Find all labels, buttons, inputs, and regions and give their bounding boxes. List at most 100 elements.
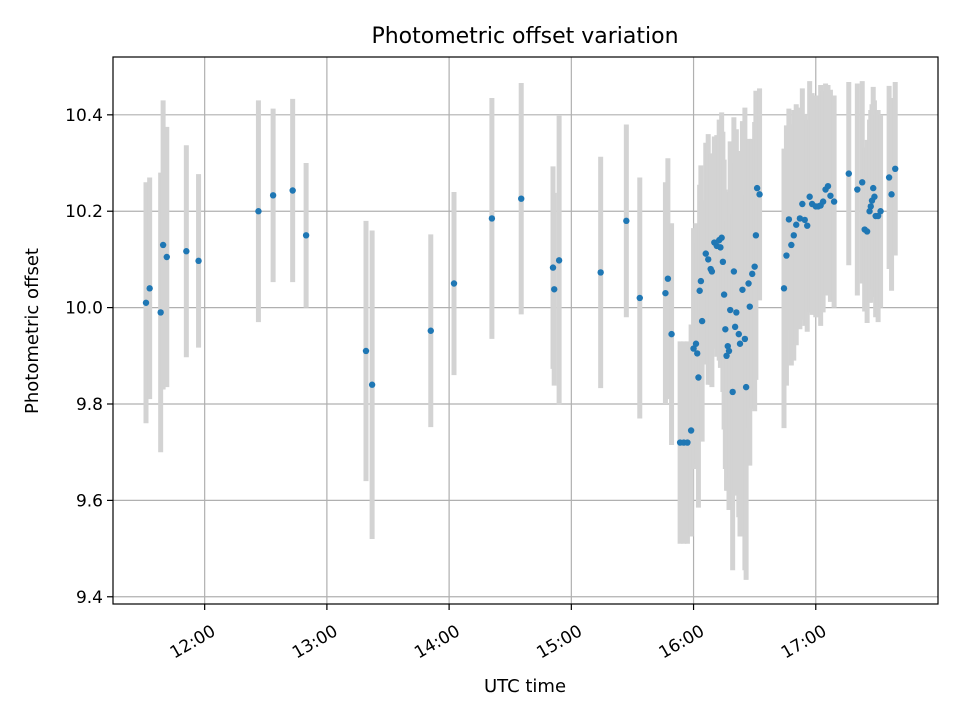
data-point [705,256,712,263]
data-point [867,203,874,210]
data-point [696,287,703,294]
data-point [845,170,852,177]
data-point [725,347,733,355]
data-point [302,232,310,239]
data-point [668,330,675,338]
data-point [146,285,153,292]
data-point [719,258,727,266]
data-point [735,330,742,338]
data-point [804,222,811,229]
data-point [756,191,763,198]
data-point [806,193,813,200]
data-point [427,327,434,334]
data-point [819,198,827,205]
data-point [289,187,296,194]
data-point [159,241,167,249]
data-point [749,270,756,278]
data-point [720,291,728,298]
data-point [742,383,750,391]
data-point [549,264,557,271]
y-axis-label: Photometric offset [22,248,43,414]
data-point [736,340,744,347]
data-point [255,208,262,215]
y-tick-label: 9.4 [76,588,103,608]
data-point [888,191,895,198]
data-point [697,277,705,285]
data-point [694,350,701,357]
data-point [729,388,736,396]
data-point [727,306,734,314]
data-point [753,184,761,192]
data-point [871,193,878,200]
y-tick-label: 9.6 [76,491,103,511]
y-tick-label: 9.8 [76,395,103,415]
data-point [870,184,877,192]
data-points [142,165,899,446]
data-point [664,275,672,282]
data-point [551,286,558,293]
data-point [717,244,724,251]
y-axis-ticks: 9.4 9.6 9.8 10.0 10.2 10.4 [65,106,113,608]
data-point [662,289,669,297]
data-point [636,294,643,302]
data-point [745,280,752,287]
data-point [687,427,695,434]
data-point [827,192,834,199]
data-point [796,215,804,222]
data-point [163,253,170,261]
data-point [830,198,838,205]
data-point [731,323,739,331]
data-point [854,186,861,193]
chart-title: Photometric offset variation [371,24,678,49]
data-point [733,309,740,316]
data-point [788,241,795,249]
data-point [866,208,873,215]
data-point [518,195,525,202]
data-point [863,228,871,235]
data-point [785,216,793,223]
data-point [801,216,808,224]
data-point [790,232,797,239]
data-point [555,257,563,264]
data-point [793,221,800,228]
data-point [142,299,150,306]
data-point [874,212,882,220]
data-point [780,285,788,292]
data-point [741,335,749,343]
data-point [799,200,806,208]
data-point [698,317,706,325]
y-tick-label: 10.4 [65,106,103,126]
data-point [362,347,370,355]
data-point [623,217,630,225]
data-point [859,179,866,186]
data-point [730,268,738,275]
data-point [718,234,725,241]
data-point [752,232,760,239]
data-point [751,263,758,270]
data-point [597,269,604,276]
data-point [692,340,700,347]
data-point [824,182,832,190]
data-point [723,352,730,360]
data-point [892,165,899,173]
data-point [488,215,496,222]
data-point [183,248,190,255]
data-point [724,342,731,350]
y-tick-label: 10.0 [65,299,103,319]
data-point [722,326,729,333]
data-point [739,286,746,293]
data-point [269,192,277,199]
data-point [157,309,164,316]
x-axis-label: UTC time [484,676,566,697]
y-tick-label: 10.2 [65,202,103,222]
data-point [885,174,893,181]
data-point [368,381,376,388]
data-point [684,439,691,446]
data-point [450,280,458,287]
data-point [702,250,709,257]
data-point [695,374,702,381]
data-point [783,252,790,259]
data-point [746,303,753,310]
plot-frame [112,56,939,605]
